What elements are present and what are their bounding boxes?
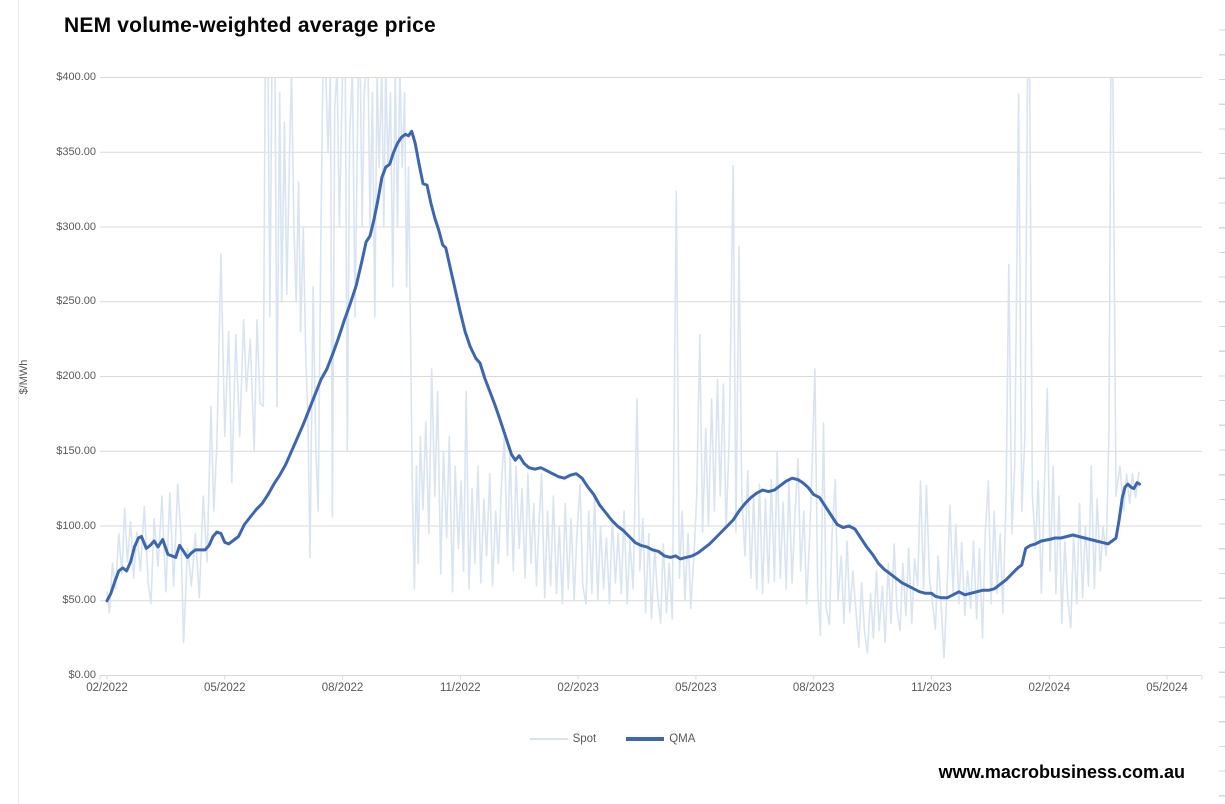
x-axis-tick-label: 08/2022 [321,682,364,694]
legend-item-qma: QMA [626,733,695,745]
chart-legend: Spot QMA [0,733,1225,745]
spot-line-swatch-icon [529,737,568,741]
y-axis-tick-label: $300.00 [56,220,96,233]
x-axis-tick-label: 02/2022 [86,682,128,694]
x-axis-tick-label: 11/2023 [911,682,952,694]
y-axis-tick-label: $350.00 [56,145,96,158]
x-axis-tick-label: 02/2024 [1028,682,1071,694]
legend-item-spot: Spot [529,733,597,745]
y-axis-tick-label: $400.00 [56,71,96,83]
watermark-url: www.macrobusiness.com.au [938,762,1185,782]
x-axis-tick-label: 05/2022 [203,682,246,694]
legend-label-spot: Spot [572,733,597,745]
y-axis-tick-label: $100.00 [56,519,96,532]
y-axis-tick-label: $50.00 [62,594,96,607]
legend-label-qma: QMA [669,733,696,745]
x-axis-tick-label: 05/2023 [675,682,717,694]
spreadsheet-column-gridline [18,0,19,804]
chart-title: NEM volume-weighted average price [64,14,436,37]
qma-line-swatch-icon [626,737,665,741]
y-axis-tick-label: $200.00 [56,370,96,382]
x-axis-tick-label: 02/2023 [557,682,599,694]
spot-series-line [106,77,1140,659]
x-axis-tick-label: 05/2024 [1146,682,1188,694]
y-axis-tick-label: $150.00 [56,444,96,457]
y-axis-tick-label: $0.00 [68,669,96,681]
y-axis-tick-label: $250.00 [56,295,96,308]
qma-series-line [105,129,1141,603]
x-axis-tick-label: 08/2023 [792,682,835,694]
x-axis-tick-label: 11/2022 [439,682,481,694]
spreadsheet-row-gridline-stubs [1219,6,1225,804]
